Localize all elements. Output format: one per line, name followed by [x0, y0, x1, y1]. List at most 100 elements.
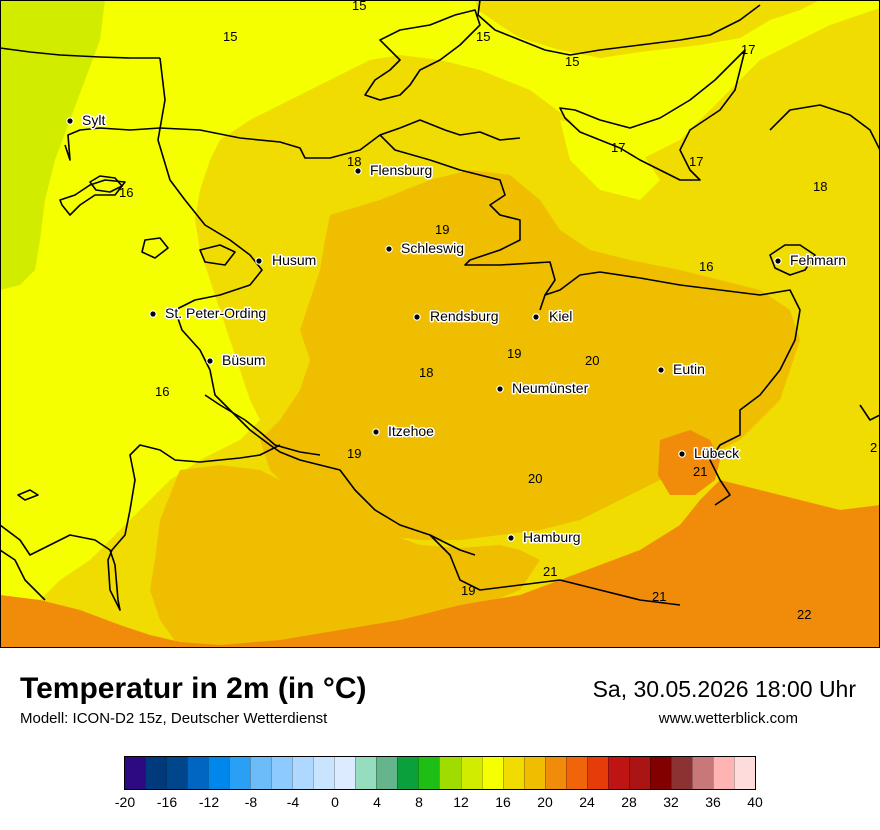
- coast-danish: [477, 0, 761, 56]
- legend-tick-label: 16: [495, 794, 511, 810]
- legend-tick-label: 8: [415, 794, 423, 810]
- field-lime-coast: [0, 0, 105, 290]
- legend-tick-label: 20: [537, 794, 553, 810]
- isoline-label: 19: [461, 583, 475, 598]
- city-label: Flensburg: [370, 162, 432, 178]
- legend-swatch: [292, 757, 314, 789]
- temperature-fields: [0, 0, 880, 648]
- city-dot-icon: [413, 313, 421, 321]
- legend-tick-label: 4: [373, 794, 381, 810]
- isoline-labels: 15 15 15 15 17 17 17 18 18 16 16 16 19 1…: [119, 0, 877, 622]
- legend-swatch: [586, 757, 608, 789]
- city-itzehoe[interactable]: Itzehoe: [372, 422, 436, 441]
- legend-swatch: [439, 757, 461, 789]
- coast-small-island: [89, 175, 123, 193]
- field-orange-southwest: [150, 465, 540, 648]
- legend-swatch: [397, 757, 419, 789]
- isoline-label: 2: [870, 440, 877, 455]
- legend-swatch: [502, 757, 524, 789]
- isoline-label: 15: [223, 29, 237, 44]
- legend-tick-label: 24: [579, 794, 595, 810]
- city-buesum[interactable]: Büsum: [206, 351, 267, 370]
- legend-swatch: [229, 757, 251, 789]
- coast-hamburg-area: [429, 534, 681, 606]
- legend-tick-label: 32: [663, 794, 679, 810]
- coast-small-south: [17, 489, 39, 501]
- city-husum[interactable]: Husum: [255, 251, 318, 270]
- coast-elbe-south: [0, 549, 46, 601]
- city-eutin[interactable]: Eutin: [657, 360, 706, 379]
- city-dot-icon: [354, 167, 362, 175]
- city-flensburg[interactable]: Flensburg: [354, 161, 434, 180]
- isoline-label: 19: [347, 446, 361, 461]
- legend-tick-label: 40: [747, 794, 763, 810]
- city-label: Büsum: [222, 352, 266, 368]
- legend-tick-label: -16: [156, 794, 178, 810]
- legend-swatch: [313, 757, 335, 789]
- city-dot-icon: [255, 257, 263, 265]
- isoline-label: 17: [689, 154, 703, 169]
- city-dot-icon: [657, 366, 665, 374]
- city-label: Eutin: [673, 361, 705, 377]
- coast-elbe-north: [0, 444, 281, 611]
- city-fehmarn[interactable]: Fehmarn: [774, 251, 848, 270]
- city-schleswig[interactable]: Schleswig: [385, 239, 466, 258]
- city-label: Neumünster: [512, 380, 589, 396]
- city-label: Hamburg: [523, 529, 581, 545]
- isoline-label: 19: [507, 346, 521, 361]
- isoline-label: 21: [543, 564, 557, 579]
- isoline-label: 18: [419, 365, 433, 380]
- city-label: Sylt: [82, 112, 105, 128]
- legend-swatch: [125, 757, 146, 789]
- city-dot-icon: [496, 385, 504, 393]
- coast-north-border: [0, 47, 160, 59]
- isoline-label: 21: [652, 589, 666, 604]
- legend-tick-label: -20: [114, 794, 136, 810]
- coast-foehr: [141, 237, 169, 259]
- legend-swatch: [607, 757, 629, 789]
- city-neumuenster[interactable]: Neumünster: [496, 379, 590, 398]
- coastlines: [0, 0, 880, 611]
- city-hamburg[interactable]: Hamburg: [507, 528, 582, 547]
- legend-swatch: [334, 757, 356, 789]
- field-yellow-east-strip: [560, 120, 660, 200]
- coast-fehmarn: [769, 244, 816, 276]
- city-label: Schleswig: [401, 240, 464, 256]
- city-st-peter-ording[interactable]: St. Peter-Ording: [149, 304, 268, 323]
- legend-tick-label: -12: [198, 794, 220, 810]
- isoline-label: 17: [611, 140, 625, 155]
- legend-tick-label: 28: [621, 794, 637, 810]
- city-rendsburg[interactable]: Rendsburg: [413, 307, 500, 326]
- isoline-label: 22: [797, 607, 811, 622]
- coast-sylt: [59, 179, 126, 216]
- isoline-label: 16: [155, 384, 169, 399]
- website-link[interactable]: www.wetterblick.com: [658, 710, 798, 727]
- city-sylt[interactable]: Sylt: [66, 111, 107, 130]
- isoline-label: 16: [119, 185, 133, 200]
- city-dot-icon: [532, 313, 540, 321]
- coast-schlei: [379, 134, 556, 311]
- city-label: Lübeck: [694, 445, 740, 461]
- field-dark-orange-south: [0, 480, 880, 648]
- city-dot-icon: [678, 450, 686, 458]
- legend-swatch: [628, 757, 650, 789]
- city-luebeck[interactable]: Lübeck: [678, 444, 742, 463]
- legend-swatch: [733, 757, 755, 789]
- city-dot-icon: [372, 428, 380, 436]
- legend-swatch: [187, 757, 209, 789]
- legend-swatch: [649, 757, 671, 789]
- legend-swatch: [544, 757, 566, 789]
- legend-swatch: [670, 757, 692, 789]
- city-label: Itzehoe: [388, 423, 434, 439]
- isoline-label: 16: [699, 259, 713, 274]
- city-kiel[interactable]: Kiel: [532, 307, 574, 326]
- isoline-label: 20: [585, 353, 599, 368]
- city-label: Rendsburg: [430, 308, 499, 324]
- isoline-label: 15: [476, 29, 490, 44]
- legend-tick-label: 12: [453, 794, 469, 810]
- legend-swatch: [523, 757, 545, 789]
- isoline-label: 19: [435, 222, 449, 237]
- legend-swatch: [376, 757, 398, 789]
- legend-swatch: [355, 757, 377, 789]
- city-dot-icon: [385, 245, 393, 253]
